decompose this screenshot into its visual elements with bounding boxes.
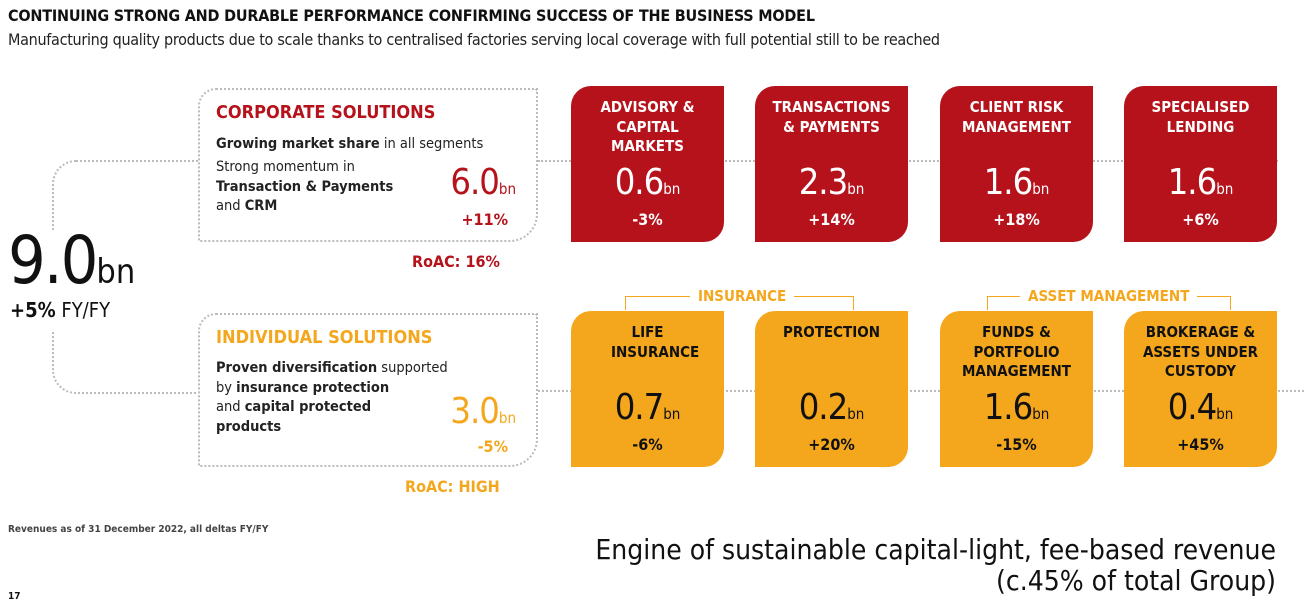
footnote: Revenues as of 31 December 2022, all del… — [8, 524, 269, 535]
total-delta: +5% FY/FY — [10, 298, 111, 322]
individual-title: INDIVIDUAL SOLUTIONS — [216, 327, 433, 348]
page-number: 17 — [8, 591, 21, 602]
tile-funds-portfolio-management: FUNDS & PORTFOLIO MANAGEMENT 1.6bn -15% — [940, 311, 1093, 467]
engine-statement: Engine of sustainable capital-light, fee… — [595, 533, 1276, 597]
individual-value: 3.0bn — [450, 391, 516, 432]
tile-advisory-capital-markets: ADVISORY & CAPITAL MARKETS 0.6bn -3% — [571, 86, 724, 242]
asset-management-group-label: ASSET MANAGEMENT — [1020, 287, 1198, 305]
connector-corporate-row — [538, 160, 1278, 162]
total-revenue: 9.0bn — [8, 222, 136, 299]
tile-client-risk-management: CLIENT RISK MANAGEMENT 1.6bn +18% — [940, 86, 1093, 242]
individual-solutions-box: INDIVIDUAL SOLUTIONS Proven diversificat… — [198, 313, 538, 467]
corporate-delta: +11% — [461, 210, 508, 229]
individual-roac: RoAC: HIGH — [405, 477, 500, 496]
tile-protection: PROTECTION 0.2bn +20% — [755, 311, 908, 467]
corporate-desc-1: Growing market share in all segments — [216, 136, 484, 152]
slide-title: CONTINUING STRONG AND DURABLE PERFORMANC… — [8, 6, 815, 25]
slide-subtitle: Manufacturing quality products due to sc… — [8, 30, 940, 49]
corporate-desc-2: Strong momentum in Transaction & Payments… — [216, 159, 394, 214]
connector-individual-row — [538, 390, 1304, 392]
individual-desc: Proven diversification supported by insur… — [216, 360, 448, 435]
corporate-solutions-box: CORPORATE SOLUTIONS Growing market share… — [198, 88, 538, 242]
tile-life-insurance: LIFE INSURANCE 0.7bn -6% — [571, 311, 724, 467]
individual-delta: -5% — [477, 437, 508, 456]
tile-specialised-lending: SPECIALISED LENDING 1.6bn +6% — [1124, 86, 1277, 242]
corporate-roac: RoAC: 16% — [412, 252, 500, 271]
corporate-value: 6.0bn — [450, 162, 516, 203]
corporate-title: CORPORATE SOLUTIONS — [216, 102, 436, 123]
tile-transactions-payments: TRANSACTIONS & PAYMENTS 2.3bn +14% — [755, 86, 908, 242]
insurance-group-label: INSURANCE — [690, 287, 795, 305]
tile-brokerage-assets-custody: BROKERAGE & ASSETS UNDER CUSTODY 0.4bn +… — [1124, 311, 1277, 467]
connector-gap — [40, 230, 70, 330]
